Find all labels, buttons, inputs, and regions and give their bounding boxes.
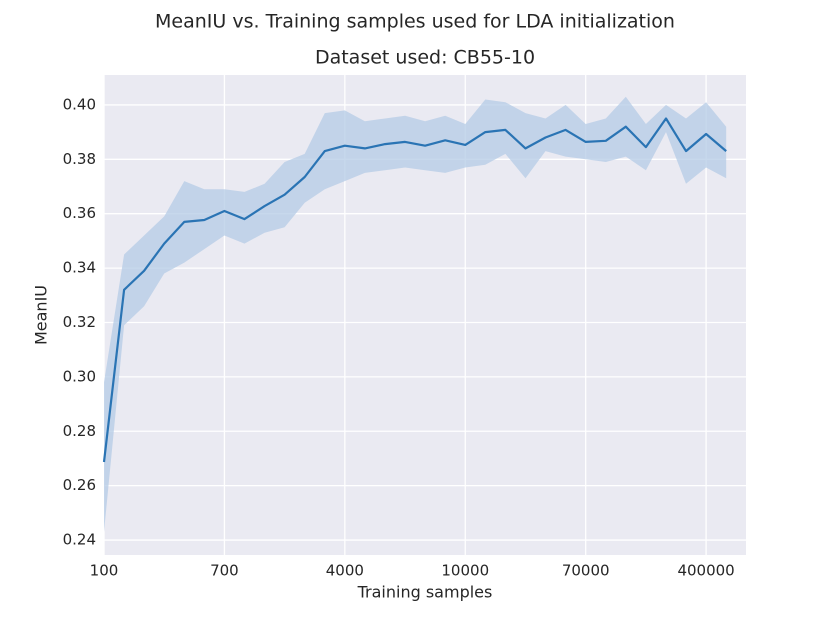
y-tick-label: 0.36 [63,204,96,222]
y-tick-label: 0.26 [63,476,96,494]
y-tick-label: 0.28 [63,422,96,440]
x-axis-label: Training samples [357,583,493,602]
y-tick-label: 0.24 [63,531,96,549]
x-tick-label: 400000 [677,562,734,580]
y-tick-label: 0.40 [63,95,96,113]
y-axis-label: MeanIU [32,285,51,345]
line [102,117,727,463]
chart-title: MeanIU vs. Training samples used for LDA… [155,11,675,33]
y-tick-label: 0.38 [63,150,96,168]
x-tick-label: 10000 [441,562,489,580]
x-tick-label: 4000 [326,562,364,580]
y-tick-label: 0.32 [63,313,96,331]
y-tick-label: 0.34 [63,259,96,277]
x-tick-label: 70000 [562,562,610,580]
x-tick-label: 700 [210,562,239,580]
y-tick-label: 0.30 [63,367,96,385]
x-tick-label: 100 [90,562,119,580]
chart-subtitle: Dataset used: CB55-10 [315,47,535,69]
confidence-band [104,96,727,532]
